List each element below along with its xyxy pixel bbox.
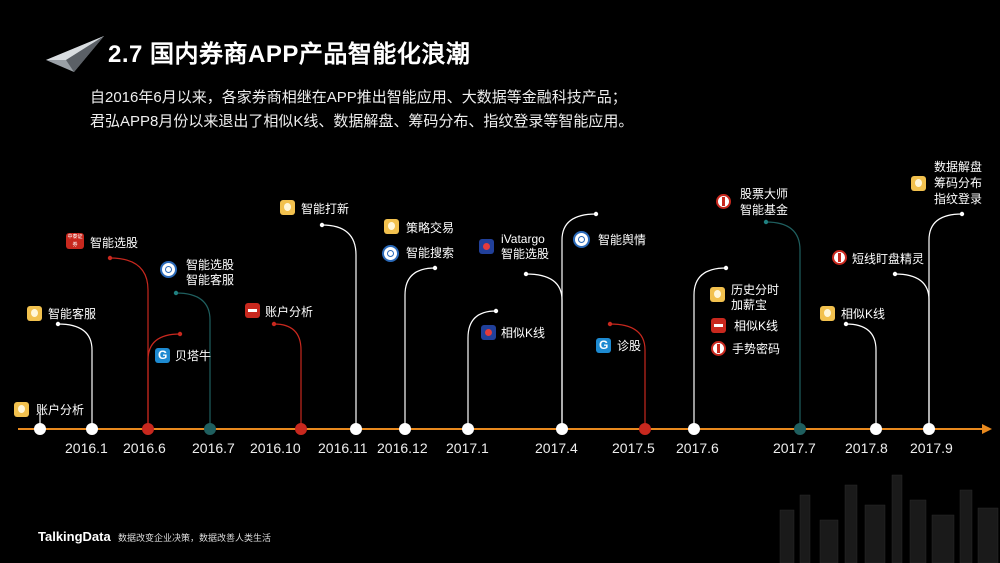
event-label: 手势密码 bbox=[732, 342, 781, 356]
timeline-node bbox=[34, 423, 46, 435]
app-logo-icon bbox=[710, 287, 725, 302]
timeline-node bbox=[204, 423, 216, 435]
event-label: 数据解盘 bbox=[934, 160, 983, 174]
event-label: 智能客服 bbox=[186, 273, 235, 287]
timeline-node bbox=[142, 423, 154, 435]
event-label: 历史分时 bbox=[731, 283, 780, 297]
event-label: 股票大师 bbox=[740, 187, 789, 201]
date-label: 2017.7 bbox=[773, 440, 816, 456]
event-label: 相似K线 bbox=[734, 319, 779, 333]
event-label: 加薪宝 bbox=[731, 298, 768, 312]
timeline-node bbox=[870, 423, 882, 435]
zhongtai-logo-icon: 中泰证券 bbox=[66, 233, 84, 249]
connector bbox=[693, 267, 727, 429]
timeline-node bbox=[639, 423, 651, 435]
brand-slogan: 数据改变企业决策，数据改善人类生活 bbox=[118, 533, 272, 543]
event-label: 策略交易 bbox=[406, 221, 455, 235]
timeline-node bbox=[794, 423, 806, 435]
connector bbox=[609, 323, 646, 429]
intro-line-1: 自2016年6月以来，各家券商相继在APP推出智能应用、大数据等金融科技产品； bbox=[90, 89, 627, 106]
event-label: 短线盯盘精灵 bbox=[852, 252, 925, 266]
app-logo-icon bbox=[832, 250, 847, 265]
event-label: 智能舆情 bbox=[598, 233, 647, 247]
app-logo-icon bbox=[716, 194, 731, 209]
event-label: 相似K线 bbox=[501, 326, 546, 340]
event-label: 账户分析 bbox=[265, 305, 314, 319]
date-label: 2016.11 bbox=[318, 440, 368, 456]
timeline-node bbox=[350, 423, 362, 435]
connector bbox=[147, 333, 181, 429]
app-logo-icon bbox=[382, 245, 399, 262]
app-logo-icon bbox=[160, 261, 177, 278]
app-logo-icon bbox=[14, 402, 29, 417]
event-label: 账户分析 bbox=[36, 403, 85, 417]
event-label: iVatargo bbox=[501, 232, 545, 246]
app-logo-icon bbox=[27, 306, 42, 321]
date-label: 2017.1 bbox=[446, 440, 489, 456]
connector bbox=[928, 213, 963, 429]
app-logo-icon bbox=[481, 325, 496, 340]
date-label: 2017.5 bbox=[612, 440, 655, 456]
app-logo-icon bbox=[280, 200, 295, 215]
date-label: 2016.6 bbox=[123, 440, 166, 456]
date-label: 2017.9 bbox=[910, 440, 953, 456]
connector bbox=[894, 273, 930, 429]
timeline-arrow-icon bbox=[982, 424, 992, 434]
connector bbox=[321, 224, 357, 429]
connector bbox=[57, 323, 93, 429]
connector bbox=[109, 257, 149, 429]
date-label: 2016.1 bbox=[65, 440, 108, 456]
timeline-node bbox=[462, 423, 474, 435]
app-logo-icon bbox=[384, 219, 399, 234]
timeline-node bbox=[556, 423, 568, 435]
brand-logo: TalkingData bbox=[38, 529, 111, 544]
connector bbox=[404, 267, 436, 429]
date-label: 2017.6 bbox=[676, 440, 719, 456]
connector bbox=[765, 221, 801, 429]
app-logo-icon bbox=[596, 338, 611, 353]
event-label: 智能选股 bbox=[90, 236, 139, 250]
event-label: 智能搜索 bbox=[406, 246, 455, 260]
connector bbox=[561, 213, 597, 429]
timeline-node bbox=[86, 423, 98, 435]
timeline-node bbox=[399, 423, 411, 435]
date-label: 2017.4 bbox=[535, 440, 578, 456]
app-logo-icon bbox=[573, 231, 590, 248]
event-label: 诊股 bbox=[617, 339, 642, 353]
event-label: 智能选股 bbox=[501, 247, 550, 261]
date-label: 2016.10 bbox=[250, 440, 301, 456]
connector bbox=[845, 323, 877, 429]
paper-plane-logo-icon bbox=[46, 36, 104, 72]
connector bbox=[175, 292, 211, 429]
event-label: 相似K线 bbox=[841, 307, 886, 321]
event-label: 智能客服 bbox=[48, 307, 97, 321]
app-logo-icon bbox=[820, 306, 835, 321]
event-label: 贝塔牛 bbox=[175, 349, 212, 363]
app-logo-icon bbox=[711, 341, 726, 356]
timeline-node bbox=[295, 423, 307, 435]
timeline-node bbox=[688, 423, 700, 435]
timeline-node bbox=[923, 423, 935, 435]
event-label: 智能基金 bbox=[740, 203, 789, 217]
date-label: 2016.7 bbox=[192, 440, 235, 456]
connector bbox=[467, 310, 497, 429]
intro-line-2: 君弘APP8月份以来退出了相似K线、数据解盘、筹码分布、指纹登录等智能应用。 bbox=[90, 113, 634, 130]
app-logo-icon bbox=[245, 303, 260, 318]
event-label: 智能打新 bbox=[301, 202, 350, 216]
city-skyline-decoration bbox=[779, 474, 999, 563]
app-logo-icon bbox=[911, 176, 926, 191]
connector bbox=[273, 323, 302, 429]
betaniu-logo-icon bbox=[155, 348, 170, 363]
app-logo-icon bbox=[711, 318, 726, 333]
date-label: 2017.8 bbox=[845, 440, 888, 456]
event-label: 筹码分布 bbox=[934, 176, 983, 190]
event-label: 智能选股 bbox=[186, 258, 235, 272]
date-label: 2016.12 bbox=[377, 440, 428, 456]
app-logo-icon bbox=[479, 239, 494, 254]
event-label: 指纹登录 bbox=[934, 192, 983, 206]
connector bbox=[525, 273, 563, 429]
page-title: 2.7 国内券商APP产品智能化浪潮 bbox=[108, 41, 471, 68]
